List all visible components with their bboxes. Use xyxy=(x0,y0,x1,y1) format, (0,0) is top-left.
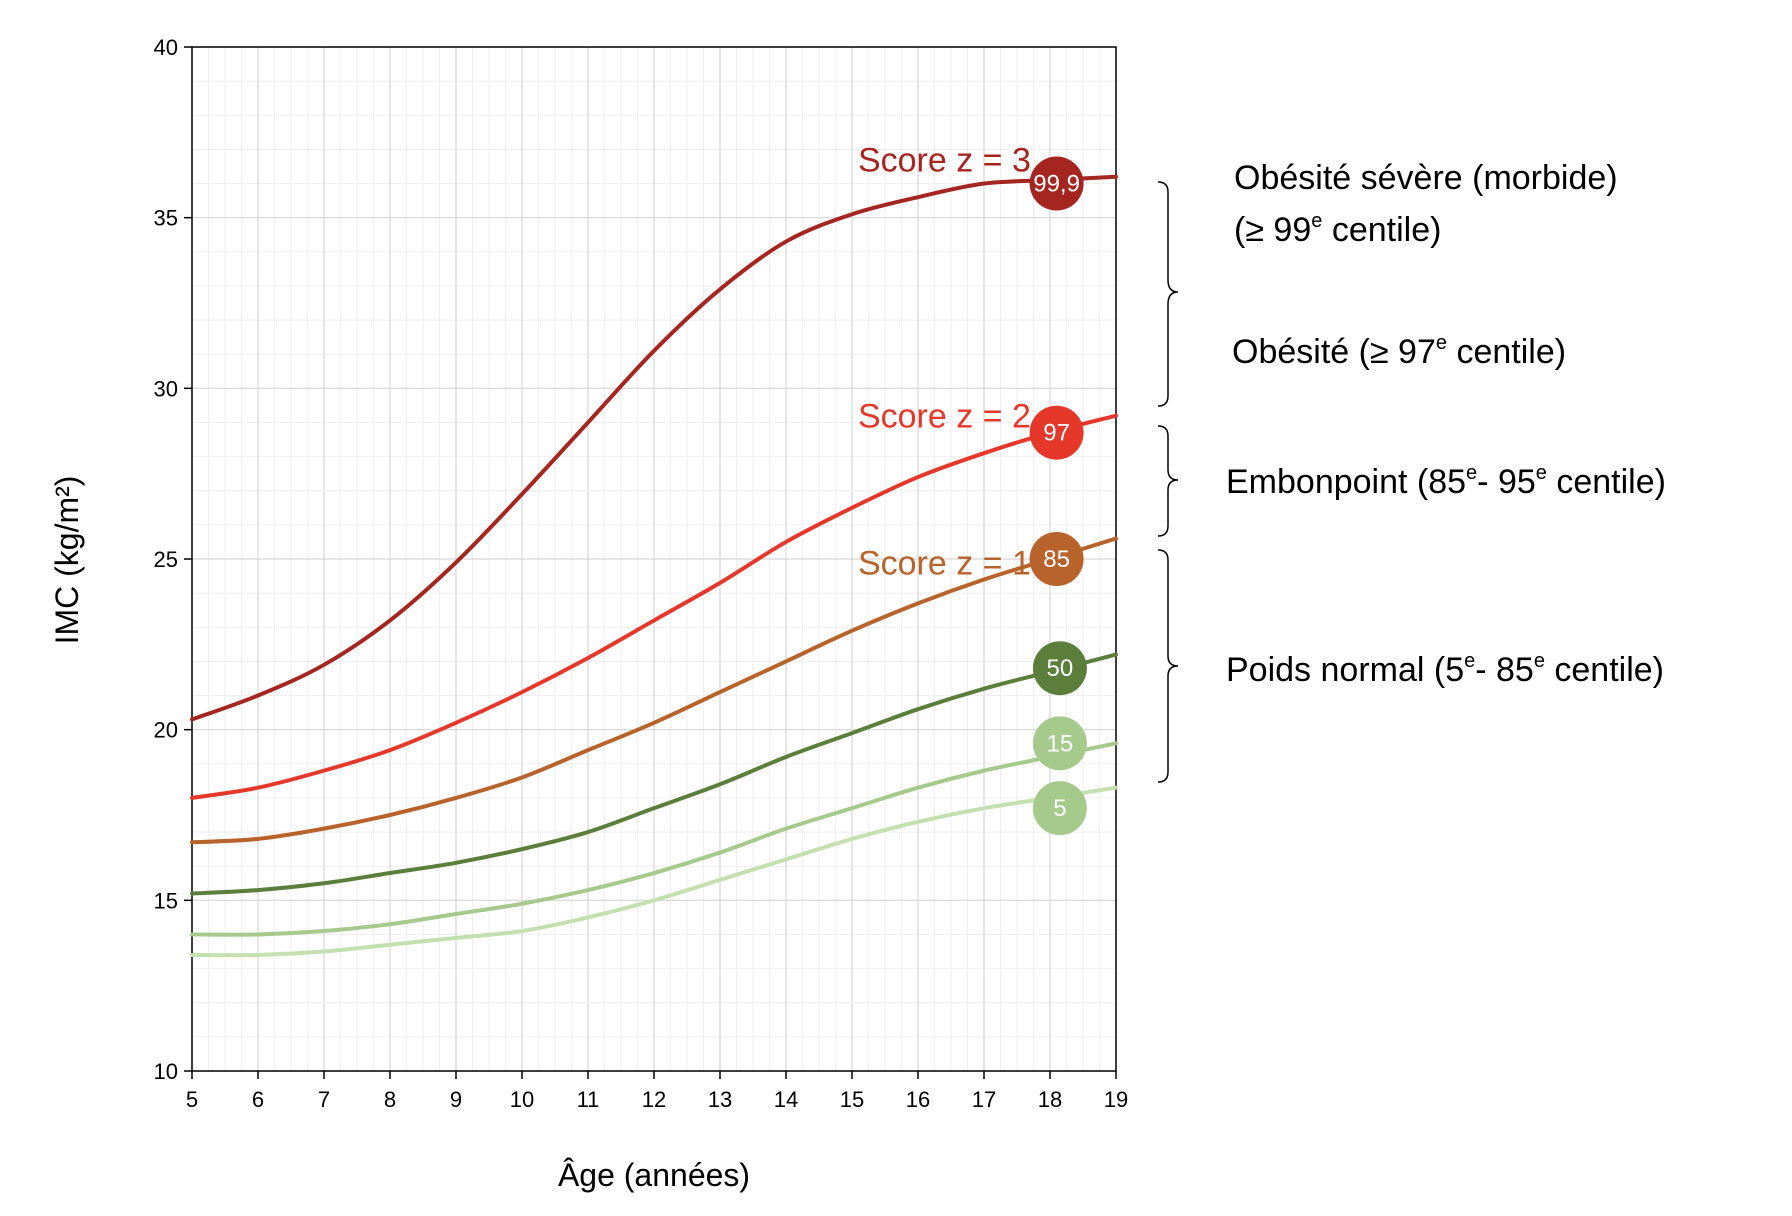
y-tick-label: 40 xyxy=(154,35,178,60)
category-severe-obesity: Obésité sévère (morbide) xyxy=(1234,158,1618,198)
x-axis-title: Âge (années) xyxy=(558,1157,750,1193)
y-axis-title: IMC (kg/m²) xyxy=(49,476,85,645)
x-tick-label: 15 xyxy=(840,1087,864,1112)
zscore-annotations: Score z = 3 Score z = 2 Score z = 1 xyxy=(858,142,1031,583)
overweight-post: centile) xyxy=(1546,463,1666,501)
x-tick-label: 12 xyxy=(642,1087,666,1112)
overweight-sup2: e xyxy=(1535,462,1547,484)
x-tick-label: 9 xyxy=(450,1087,462,1112)
obesity-post: centile) xyxy=(1447,333,1567,371)
zscore-label: Score z = 3 xyxy=(858,142,1031,180)
obesity-pre: Obésité (≥ 97 xyxy=(1232,333,1436,371)
centile-badge-97 xyxy=(1029,405,1084,460)
category-obesity: Obésité (≥ 97e centile) xyxy=(1232,332,1566,372)
centile-badge-label: 85 xyxy=(1043,546,1070,573)
x-tick-label: 18 xyxy=(1038,1087,1062,1112)
bracket-overweight xyxy=(1157,425,1179,537)
centile-badges: 99,9 97 85 50 15 5 xyxy=(1029,156,1087,836)
normal-pre: Poids normal (5 xyxy=(1226,651,1465,689)
series-line-99-9 xyxy=(190,174,1118,722)
centile-badge-label: 50 xyxy=(1047,655,1074,682)
x-tick-label: 7 xyxy=(318,1087,330,1112)
x-tick-label: 11 xyxy=(577,1087,600,1112)
series-line-5 xyxy=(190,785,1118,958)
severe-sup: e xyxy=(1311,210,1323,232)
overweight-pre: Embonpoint (85 xyxy=(1226,463,1467,501)
x-tick-label: 8 xyxy=(384,1087,396,1112)
category-brackets xyxy=(1157,181,1179,783)
category-severe-obesity-centile: (≥ 99e centile) xyxy=(1234,210,1441,250)
x-tick-label: 10 xyxy=(510,1087,534,1112)
centile-badge-99-9 xyxy=(1029,156,1084,211)
x-axis-ticks: 5 6 7 8 9 10 11 12 13 14 15 16 17 18 19 xyxy=(186,1071,1128,1112)
overweight-mid: - 95 xyxy=(1477,463,1536,501)
centile-badge-label: 5 xyxy=(1053,795,1066,822)
zscore-label: Score z = 2 xyxy=(858,398,1031,436)
x-tick-label: 17 xyxy=(972,1087,996,1112)
severe-post: centile) xyxy=(1331,211,1442,249)
y-tick-label: 20 xyxy=(154,718,178,743)
series-line-97 xyxy=(190,413,1118,800)
normal-mid: - 85 xyxy=(1475,651,1534,689)
severe-line1: Obésité sévère (morbide) xyxy=(1234,159,1618,197)
y-tick-label: 10 xyxy=(154,1059,178,1084)
centile-badge-15 xyxy=(1032,716,1087,771)
series-line-50 xyxy=(190,652,1118,896)
centile-badge-85 xyxy=(1029,532,1084,586)
centile-badge-label: 97 xyxy=(1043,420,1070,447)
y-tick-label: 15 xyxy=(154,888,178,913)
category-normal: Poids normal (5e- 85e centile) xyxy=(1226,650,1664,690)
x-tick-label: 6 xyxy=(252,1087,264,1112)
zscore-label: Score z = 1 xyxy=(858,544,1031,582)
series-line-85 xyxy=(190,536,1118,845)
x-tick-label: 19 xyxy=(1104,1087,1128,1112)
series-line-15 xyxy=(190,741,1118,937)
centile-badge-50 xyxy=(1032,641,1087,696)
y-tick-label: 30 xyxy=(154,376,178,401)
centile-badge-label: 15 xyxy=(1047,730,1074,757)
obesity-sup: e xyxy=(1435,332,1447,354)
centile-badge-5 xyxy=(1032,781,1087,836)
overweight-sup1: e xyxy=(1466,462,1478,484)
x-tick-label: 13 xyxy=(708,1087,732,1112)
x-tick-label: 16 xyxy=(906,1087,930,1112)
x-tick-label: 14 xyxy=(774,1087,798,1112)
y-tick-label: 25 xyxy=(154,547,178,572)
y-tick-label: 35 xyxy=(154,206,178,231)
x-tick-label: 5 xyxy=(186,1087,198,1112)
normal-sup2: e xyxy=(1533,650,1545,672)
centile-badge-label: 99,9 xyxy=(1033,171,1080,198)
series-lines xyxy=(190,174,1118,958)
normal-sup1: e xyxy=(1464,650,1476,672)
y-axis-ticks: 10 15 20 25 30 35 40 xyxy=(154,35,192,1084)
bracket-normal xyxy=(1157,549,1179,783)
normal-post: centile) xyxy=(1544,651,1665,689)
bracket-severe xyxy=(1157,181,1179,407)
severe-pre: (≥ 99 xyxy=(1234,211,1312,249)
category-overweight: Embonpoint (85e- 95e centile) xyxy=(1226,462,1666,502)
